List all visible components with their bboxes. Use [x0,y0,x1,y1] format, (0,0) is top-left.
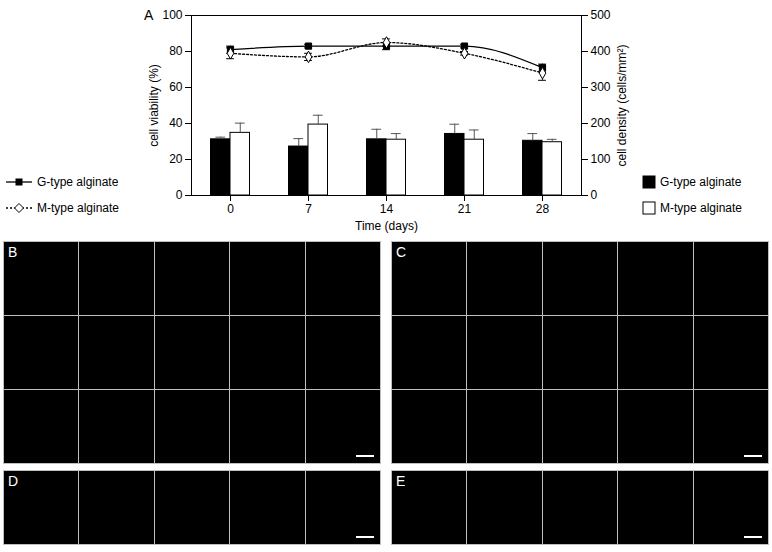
svg-text:Time (days): Time (days) [355,219,418,233]
html-text:B: B [8,244,18,260]
svg-text:40: 40 [169,116,183,130]
html-text:A: A [144,7,154,23]
html-text:E: E [396,473,406,489]
svg-text:200: 200 [591,116,611,130]
svg-text:100: 100 [162,8,182,22]
svg-text:20: 20 [169,152,183,166]
svg-text:14: 14 [380,202,394,216]
svg-text:0: 0 [176,188,183,202]
svg-text:0: 0 [591,188,598,202]
html-text:G-type alginate: G-type alginate [660,175,742,189]
html-text:M-type alginate: M-type alginate [660,201,742,215]
svg-text:100: 100 [591,152,611,166]
svg-text:28: 28 [536,202,550,216]
svg-text:500: 500 [591,8,611,22]
html-text:G-type alginate: G-type alginate [37,175,119,189]
svg-text:80: 80 [169,44,183,58]
svg-text:21: 21 [458,202,472,216]
svg-text:60: 60 [169,80,183,94]
html-text:D: D [8,473,19,489]
svg-text:300: 300 [591,80,611,94]
html-text:C: C [396,244,407,260]
html-text:M-type alginate: M-type alginate [37,201,119,215]
svg-text:0: 0 [227,202,234,216]
svg-text:400: 400 [591,44,611,58]
svg-text:cell density (cells/mm²): cell density (cells/mm²) [615,44,629,166]
svg-text:7: 7 [305,202,312,216]
svg-text:cell viability (%): cell viability (%) [147,64,161,147]
